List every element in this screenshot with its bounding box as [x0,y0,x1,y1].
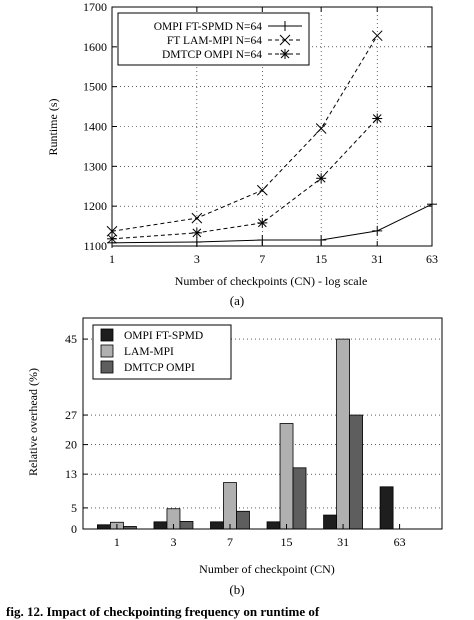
series-line [111,203,433,244]
marker-stroke [315,123,327,134]
x-tick-label: 63 [426,252,438,266]
bar [266,521,281,530]
legend: OMPI FT-SPMD LAM-MPI DMTCP OMPI [92,324,232,380]
x-tick-label: 1 [114,535,120,549]
x-axis-label: Number of checkpoint (CN) [199,562,335,576]
y-tick-label: 20 [65,438,77,452]
x-tick-label: 15 [281,535,293,549]
legend-label: LAM-MPI [124,346,174,358]
legend-label: FT LAM-MPI N=64 [167,35,262,47]
marker-stroke [316,173,326,183]
legend-marker [280,21,290,31]
axis-ticks: 1100 1200 1300 1400 1500 1600 1700 1 3 7 15 31 63 [83,0,438,266]
series-line [111,118,378,240]
data-point [191,212,203,224]
y-tick-label: 0 [71,522,77,536]
x-axis-label: Number of checkpoints (CN) - log scale [175,274,368,288]
bar [323,514,337,530]
data-point [257,217,268,228]
bar [97,524,111,530]
marker-stroke [256,184,268,196]
marker-stroke [372,114,382,123]
x-tick-label: 7 [227,535,233,549]
data-point [316,173,327,184]
x-tick-label: 31 [337,535,349,549]
y-axis-label: Runtime (s) [46,99,60,156]
bar [336,338,350,530]
marker-stroke [280,49,290,59]
data-point [191,227,202,238]
legend-swatch [100,328,114,342]
bar [279,423,294,530]
bar [349,414,363,530]
y-tick-label: 45 [65,332,77,346]
data-point [315,123,327,134]
legend-marker [279,34,291,46]
panel-label: (a) [230,293,244,308]
bar [210,521,224,530]
bar [153,521,168,530]
legend-swatch [100,360,114,374]
y-tick-label: 1600 [83,40,107,54]
y-tick-label: 27 [65,408,77,422]
data-point [372,113,383,124]
legend: OMPI FT-SPMD N=64 FT LAM-MPI N=64 DMTCP OM… [117,12,310,66]
data-point [256,184,268,196]
x-tick-label: 63 [394,535,406,549]
y-tick-label: 1300 [83,159,107,173]
marker-stroke [257,218,267,228]
marker-stroke [279,34,291,46]
bar [379,486,394,530]
legend-label: OMPI FT-SPMD [124,330,203,342]
y-tick-label: 1200 [83,199,107,213]
y-tick-label: 1400 [83,120,107,134]
marker-stroke [191,212,203,224]
x-tick-label: 7 [259,252,265,266]
caption-fragment: fig. 12. Impact of checkpointing frequen… [6,604,320,619]
y-tick-label: 1700 [83,0,107,14]
panel-label: (b) [229,582,244,597]
y-tick-label: 1100 [83,239,107,253]
y-tick-label: 13 [65,467,77,481]
legend-label: DMTCP OMPI N=64 [162,49,262,61]
x-tick-label: 3 [194,252,200,266]
y-tick-label: 1500 [83,80,107,94]
plot-frame [82,317,443,530]
y-axis-label: Relative overhead (%) [26,368,40,476]
legend-label: DMTCP OMPI [124,362,195,374]
legend-box [92,324,232,380]
x-tick-label: 1 [109,252,115,266]
x-tick-label: 15 [315,252,327,266]
bar [179,521,194,530]
x-tick-label: 3 [170,535,176,549]
data-point [371,30,383,42]
bar [223,482,237,530]
panel-a: 1100 1200 1300 1400 1500 1600 1700 1 3 7 15 31 63 Ru… [46,0,438,308]
legend-swatch [100,344,114,358]
marker-stroke [192,228,202,238]
bar [236,510,250,530]
bar-series [97,338,394,530]
legend-label: OMPI FT-SPMD N=64 [154,21,263,33]
data-point [372,225,383,236]
marker-stroke [371,30,383,42]
legend-box [117,12,310,66]
x-tick-label: 31 [371,252,383,266]
legend-marker [280,49,290,59]
line-series [106,30,437,248]
bar [292,467,307,530]
y-tick-label: 5 [71,501,77,515]
